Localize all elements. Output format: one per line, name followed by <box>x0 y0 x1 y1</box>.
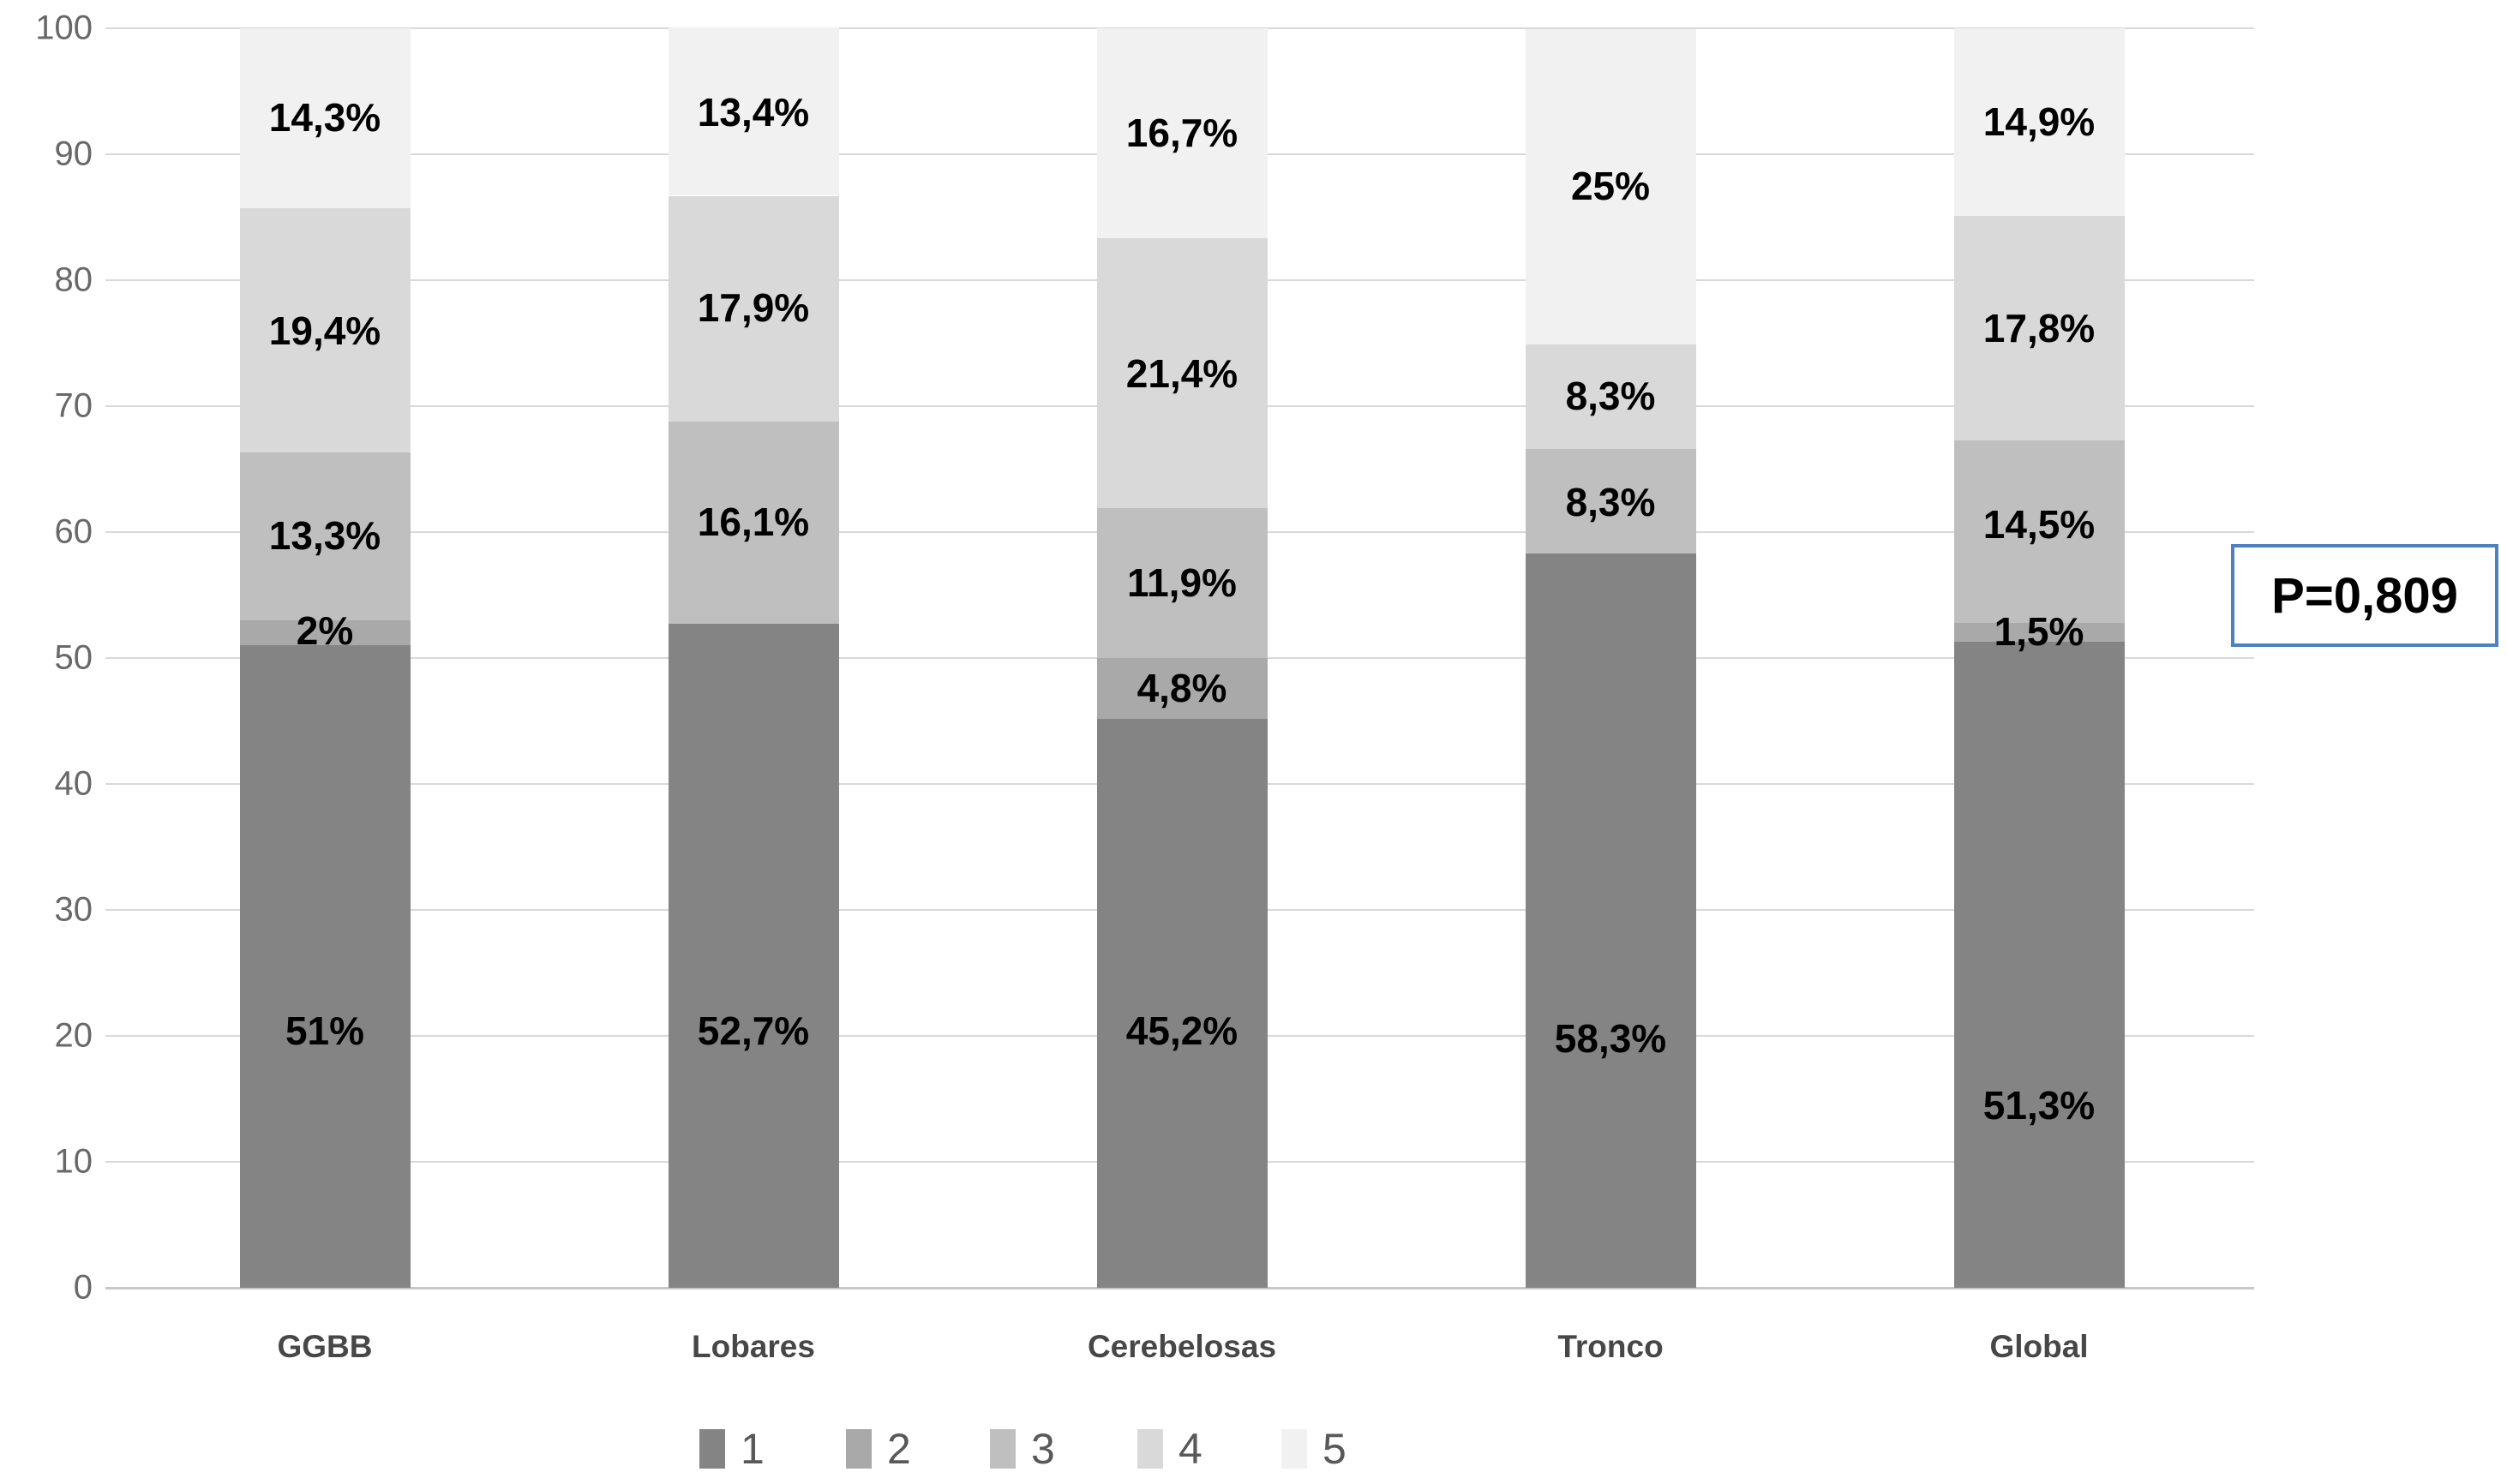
bar-segment-series-3 <box>668 421 839 625</box>
data-label: 1,5% <box>1994 609 2084 655</box>
bar-segment-series-4 <box>1525 344 1696 449</box>
data-label: 19,4% <box>268 308 381 353</box>
legend-label: 5 <box>1322 1425 1346 1473</box>
bar-segment-series-3 <box>239 452 411 620</box>
y-axis-tick-label: 0 <box>73 1268 93 1307</box>
data-label: 17,9% <box>697 285 810 331</box>
data-label: 45,2% <box>1125 1008 1239 1054</box>
data-label: 14,9% <box>1982 99 2096 144</box>
data-label: 21,4% <box>1125 350 1239 396</box>
legend-label: 1 <box>741 1425 765 1473</box>
data-label: 17,8% <box>1982 305 2096 350</box>
bar-segment-series-5 <box>668 27 839 196</box>
y-axis-tick-label: 20 <box>54 1016 93 1055</box>
legend-swatch <box>699 1429 725 1469</box>
bar-segment-series-2 <box>239 619 411 646</box>
bar-segment-series-3 <box>1953 440 2125 623</box>
bar-segment-series-4 <box>239 208 411 453</box>
y-axis-tick-label: 80 <box>54 260 93 299</box>
bar-segment-series-3 <box>1096 508 1268 658</box>
bar-segment-series-5 <box>1953 28 2125 217</box>
bar-segment-series-4 <box>668 195 839 422</box>
data-label: 52,7% <box>697 1008 810 1054</box>
y-axis-tick-label: 50 <box>54 638 93 677</box>
bar-segment-series-1 <box>239 645 411 1288</box>
data-label: 14,5% <box>1982 502 2096 548</box>
y-axis-tick-label: 60 <box>54 512 93 551</box>
data-label: 16,1% <box>697 500 810 545</box>
x-axis-line <box>105 1287 2254 1290</box>
bar-segment-series-3 <box>1525 448 1696 554</box>
data-label: 13,3% <box>268 513 381 559</box>
y-axis-tick-label: 90 <box>54 135 93 173</box>
legend-swatch <box>990 1429 1016 1469</box>
legend-label: 2 <box>887 1425 911 1473</box>
y-axis-tick-label: 100 <box>35 9 93 47</box>
bar-segment-series-4 <box>1953 216 2125 440</box>
data-label: 51,3% <box>1982 1082 2096 1128</box>
data-label: 51% <box>285 1008 365 1054</box>
legend-swatch <box>846 1429 872 1469</box>
data-label: 8,3% <box>1565 374 1656 419</box>
p-value-annotation-box: P=0,809 <box>2231 544 2498 647</box>
bar-segment-series-5 <box>239 28 411 209</box>
bar-segment-series-2 <box>1096 658 1268 719</box>
data-label: 13,4% <box>697 90 810 135</box>
bar-segment-series-5 <box>1525 29 1696 344</box>
data-label: 8,3% <box>1565 479 1656 524</box>
bar-segment-series-1 <box>1525 553 1696 1288</box>
data-label: 16,7% <box>1125 111 1239 155</box>
bar-segment-series-4 <box>1096 238 1268 509</box>
category-label: Cerebelosas <box>1087 1329 1277 1364</box>
data-label: 25% <box>1570 163 1651 208</box>
bar-segment-series-1 <box>1953 641 2125 1288</box>
data-label: 2% <box>296 607 354 653</box>
data-label: 58,3% <box>1554 1015 1667 1061</box>
y-axis-tick-label: 70 <box>54 386 93 425</box>
y-axis-tick-label: 30 <box>54 890 93 929</box>
category-label: Global <box>1989 1329 2089 1364</box>
legend-label: 3 <box>1031 1425 1055 1473</box>
bar-segment-series-2 <box>1953 622 2125 642</box>
category-label: GGBB <box>277 1329 373 1364</box>
bar-segment-series-5 <box>1096 28 1268 239</box>
bar-segment-series-1 <box>1096 718 1268 1288</box>
category-label: Tronco <box>1557 1329 1664 1364</box>
data-label: 11,9% <box>1127 559 1237 605</box>
y-axis-tick-label: 10 <box>54 1142 93 1181</box>
data-label: 14,3% <box>268 95 381 141</box>
legend-swatch <box>1281 1429 1307 1469</box>
legend-label: 4 <box>1179 1425 1203 1473</box>
y-axis-tick-label: 40 <box>54 764 93 803</box>
bar-segment-series-1 <box>668 624 839 1288</box>
data-label: 4,8% <box>1137 666 1227 711</box>
category-label: Lobares <box>692 1329 815 1364</box>
legend-swatch <box>1137 1429 1163 1469</box>
p-value-text: P=0,809 <box>2271 567 2458 624</box>
